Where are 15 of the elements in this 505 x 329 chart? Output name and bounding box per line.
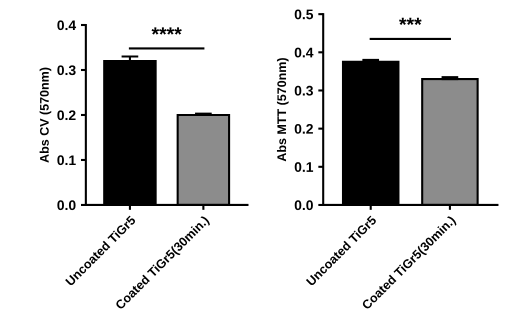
y-tick-label: 0.0 (57, 200, 76, 210)
y-axis-title: Abs MTT (570nm) (276, 58, 289, 162)
y-tick-label: 0.2 (57, 110, 76, 120)
y-axis-title: Abs CV (570nm) (40, 68, 52, 163)
y-tick-label: 0.0 (294, 200, 313, 210)
y-tick-label: 0.3 (294, 86, 313, 96)
y-tick-label: 0.5 (294, 9, 314, 20)
y-tick-label: 0.4 (57, 20, 76, 30)
annotation: *** (399, 18, 422, 25)
y-tick-label: 0.1 (57, 155, 76, 166)
annotation: **** (152, 27, 182, 35)
y-tick-label: 0.2 (294, 124, 313, 134)
y-tick-label: 0.3 (57, 65, 76, 76)
y-tick-label: 0.1 (294, 162, 314, 172)
y-tick-label: 0.4 (294, 48, 314, 58)
